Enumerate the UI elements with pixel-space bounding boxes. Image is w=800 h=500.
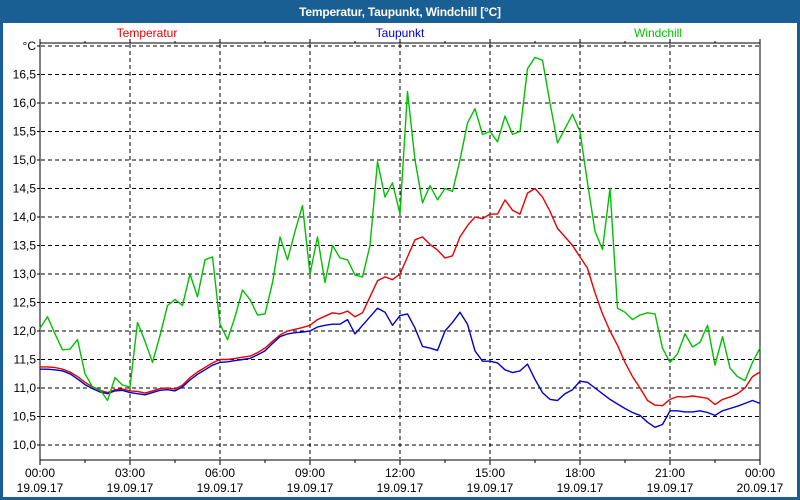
series-taupunkt-line [40, 307, 761, 428]
svg-text:14,5: 14,5 [13, 182, 37, 196]
svg-text:19.09.17: 19.09.17 [647, 481, 694, 495]
svg-text:11,0: 11,0 [14, 381, 37, 395]
title-bar: Temperatur, Taupunkt, Windchill [°C] [0, 0, 800, 23]
svg-text:19.09.17: 19.09.17 [377, 481, 424, 495]
svg-text:21:00: 21:00 [655, 466, 685, 480]
svg-text:13,5: 13,5 [13, 239, 37, 253]
svg-text:09:00: 09:00 [295, 466, 325, 480]
svg-text:15,5: 15,5 [13, 125, 37, 139]
svg-text:19.09.17: 19.09.17 [557, 481, 604, 495]
svg-text:06:00: 06:00 [205, 466, 235, 480]
svg-text:19.09.17: 19.09.17 [467, 481, 514, 495]
svg-text:12,0: 12,0 [13, 324, 37, 338]
window-title: Temperatur, Taupunkt, Windchill [°C] [299, 4, 501, 19]
svg-text:14,0: 14,0 [13, 210, 37, 224]
svg-text:16,5: 16,5 [13, 68, 37, 82]
svg-text:16,0: 16,0 [13, 96, 37, 110]
svg-text:19.09.17: 19.09.17 [197, 481, 244, 495]
svg-text:03:00: 03:00 [115, 466, 145, 480]
series-temperatur-line [40, 187, 761, 407]
svg-text:18:00: 18:00 [565, 466, 595, 480]
svg-text:11,5: 11,5 [14, 353, 37, 367]
legend-taupunkt: Taupunkt [375, 26, 425, 40]
x-gridlines [129, 44, 671, 459]
svg-text:00:00: 00:00 [745, 466, 775, 480]
axis-ticks [39, 39, 761, 465]
y-axis-labels: °C 16,5 16,0 15,5 15,0 14,5 14,0 13,5 13,0 12,5 12… [13, 39, 37, 452]
y-axis-unit: °C [23, 39, 37, 53]
svg-text:12:00: 12:00 [385, 466, 415, 480]
x-axis-labels: 00:0019.09.1703:0019.09.1706:0019.09.170… [17, 466, 784, 495]
svg-text:19.09.17: 19.09.17 [17, 481, 64, 495]
svg-text:12,5: 12,5 [13, 296, 37, 310]
series-windchill-line [39, 56, 761, 402]
legend-windchill: Windchill [633, 26, 683, 40]
svg-text:10,0: 10,0 [13, 438, 37, 452]
svg-text:15:00: 15:00 [475, 466, 505, 480]
svg-text:20.09.17: 20.09.17 [737, 481, 784, 495]
svg-text:00:00: 00:00 [25, 466, 55, 480]
svg-text:10,5: 10,5 [13, 410, 37, 424]
svg-text:13,0: 13,0 [13, 267, 37, 281]
svg-text:15,0: 15,0 [13, 153, 37, 167]
svg-text:19.09.17: 19.09.17 [287, 481, 334, 495]
svg-text:19.09.17: 19.09.17 [107, 481, 154, 495]
legend-temperatur: Temperatur [116, 26, 178, 40]
